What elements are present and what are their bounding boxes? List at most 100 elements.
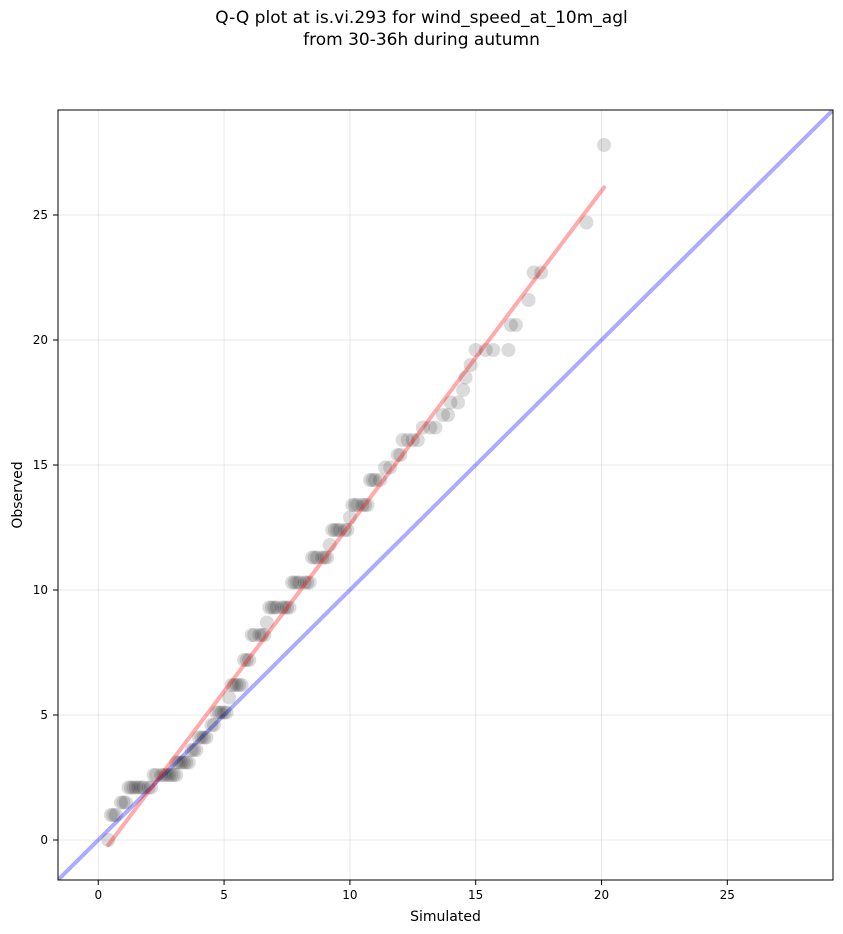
plot-frame	[57, 109, 834, 881]
data-point	[579, 215, 594, 230]
fit-line	[106, 185, 607, 847]
data-point	[159, 768, 174, 782]
data-point	[136, 780, 151, 795]
data-point	[227, 678, 242, 692]
data-point	[521, 293, 536, 307]
data-point	[232, 678, 247, 692]
data-point	[458, 370, 473, 385]
data-point	[269, 600, 284, 615]
data-point	[468, 343, 483, 357]
data-point	[327, 523, 342, 537]
chart-title: Q-Q plot at is.vi.293 for wind_speed_at_…	[215, 8, 628, 28]
data-point	[219, 705, 234, 720]
data-point	[503, 318, 518, 332]
data-point	[214, 705, 229, 720]
data-point	[355, 498, 370, 512]
y-tick-label: 5	[40, 708, 48, 722]
x-tick-label: 20	[594, 888, 609, 902]
data-point	[164, 768, 179, 782]
data-point	[501, 343, 516, 357]
data-point	[534, 265, 549, 280]
data-point	[368, 473, 383, 487]
data-point	[456, 383, 471, 397]
data-point	[410, 433, 425, 447]
data-point	[239, 653, 254, 667]
y-tick-label: 10	[33, 583, 48, 597]
data-point	[277, 600, 292, 615]
data-point	[365, 473, 380, 487]
data-point	[134, 780, 149, 795]
data-point	[116, 795, 131, 810]
data-point	[156, 768, 171, 782]
data-point	[247, 628, 262, 642]
data-point	[360, 498, 375, 512]
data-point	[123, 780, 138, 795]
data-point	[508, 318, 523, 332]
data-point	[181, 755, 196, 770]
data-point	[383, 460, 398, 475]
data-point	[144, 780, 159, 795]
data-point	[347, 498, 362, 512]
data-point	[257, 628, 272, 642]
x-tick-label: 0	[94, 888, 102, 902]
data-point	[290, 575, 305, 590]
y-tick-label: 20	[33, 333, 48, 347]
data-point	[103, 808, 118, 822]
data-point	[259, 615, 274, 630]
data-point	[282, 600, 297, 615]
data-point	[186, 743, 201, 757]
data-point	[141, 780, 156, 795]
data-point	[244, 628, 259, 642]
data-point	[217, 705, 232, 720]
data-point	[171, 755, 186, 770]
data-point	[131, 780, 146, 795]
data-point	[242, 653, 257, 667]
data-point	[237, 653, 252, 667]
data-point	[212, 705, 227, 720]
y-tick-label: 0	[40, 833, 48, 847]
data-point	[315, 550, 330, 565]
data-point	[174, 755, 189, 770]
data-point	[252, 628, 267, 642]
data-point	[229, 678, 244, 692]
data-point	[222, 690, 237, 705]
data-point	[390, 448, 405, 462]
data-point	[264, 600, 279, 615]
data-point	[118, 795, 133, 810]
data-point	[337, 523, 352, 537]
x-axis-label: Simulated	[410, 909, 481, 925]
data-point	[297, 575, 312, 590]
data-point	[146, 768, 161, 782]
data-point	[274, 600, 289, 615]
data-point	[194, 730, 209, 745]
data-point	[307, 550, 322, 565]
data-point	[340, 523, 355, 537]
x-tick-label: 10	[342, 888, 357, 902]
data-point	[169, 755, 184, 770]
data-point	[121, 780, 136, 795]
data-point	[108, 808, 123, 822]
data-point	[357, 498, 372, 512]
data-point	[305, 550, 320, 565]
data-point	[345, 498, 360, 512]
data-point	[262, 600, 277, 615]
data-point	[129, 780, 144, 795]
data-point	[106, 808, 121, 822]
data-point	[285, 575, 300, 590]
y-tick-label: 25	[33, 208, 48, 222]
x-tick-label: 15	[468, 888, 483, 902]
data-point	[169, 768, 184, 782]
data-point	[526, 265, 541, 280]
data-point	[310, 550, 325, 565]
data-point	[423, 420, 438, 435]
data-point	[191, 730, 206, 745]
data-point	[486, 343, 501, 357]
data-point	[363, 473, 378, 487]
data-point	[317, 550, 332, 565]
data-point	[292, 575, 307, 590]
data-point	[395, 433, 410, 447]
data-point	[267, 600, 282, 615]
chart-subtitle: from 30-36h during autumn	[303, 30, 540, 50]
